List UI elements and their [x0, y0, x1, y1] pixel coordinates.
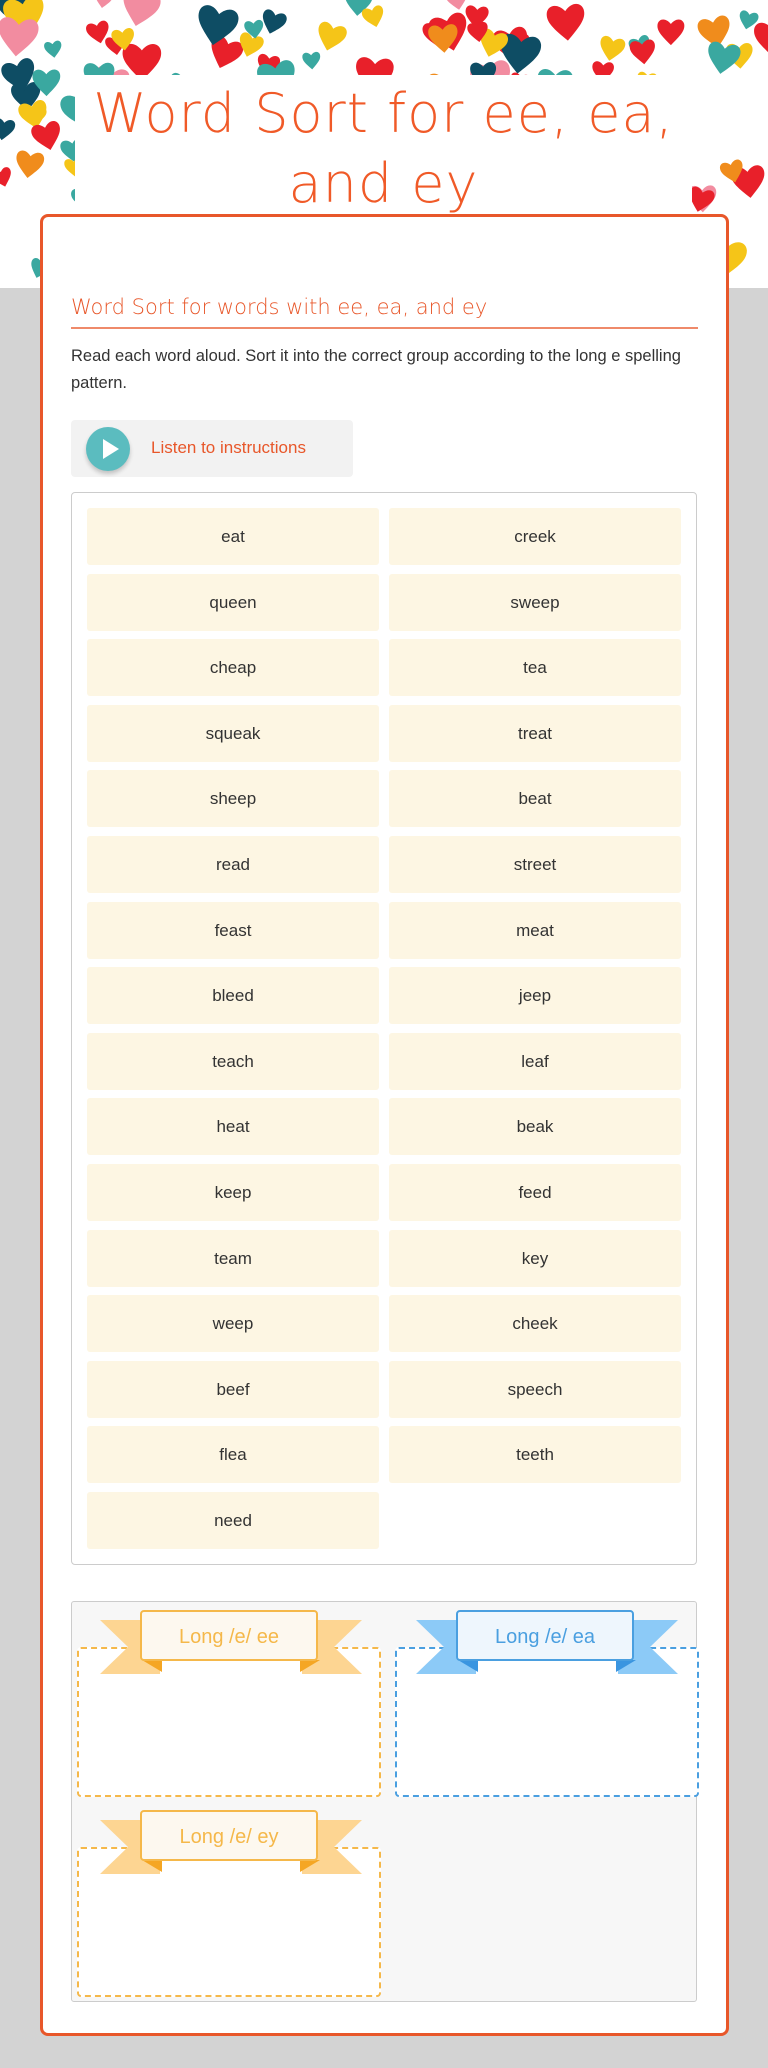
activity-subtitle: Word Sort for words with ee, ea, and ey [71, 295, 698, 329]
heart-icon [211, 35, 243, 69]
word-tile[interactable]: sweep [389, 573, 681, 631]
heart-icon [465, 5, 489, 29]
word-tile[interactable]: feed [389, 1164, 681, 1221]
word-tile[interactable]: cheap [87, 639, 379, 697]
word-tile[interactable]: teeth [389, 1426, 681, 1484]
word-tile[interactable]: jeep [389, 967, 681, 1025]
category-area: Long /e/ ee Long /e/ ea Long /e/ ey [71, 1601, 699, 2002]
heart-icon [467, 21, 488, 42]
word-tile[interactable]: street [389, 836, 681, 893]
heart-icon [111, 27, 134, 51]
word-tile[interactable]: beef [87, 1360, 379, 1418]
heart-icon [739, 10, 759, 30]
word-tile[interactable]: beat [389, 770, 681, 828]
heart-icon [754, 22, 768, 57]
word-tile[interactable]: heat [87, 1098, 379, 1156]
instructions-text: Read each word aloud. Sort it into the c… [71, 347, 681, 392]
word-tile[interactable]: feast [87, 901, 379, 959]
heart-icon [43, 40, 61, 58]
heart-icon [243, 19, 263, 39]
heart-icon [445, 0, 467, 10]
heart-icon [719, 159, 743, 183]
word-tile[interactable]: cheek [389, 1295, 681, 1353]
heart-icon [697, 15, 730, 48]
heart-icon [708, 41, 741, 74]
word-tile[interactable]: creek [389, 508, 681, 565]
heart-icon [657, 19, 685, 46]
heart-icon [302, 51, 321, 70]
word-tile[interactable]: flea [87, 1426, 379, 1484]
heart-icon [500, 33, 542, 74]
word-tile[interactable]: key [389, 1229, 681, 1287]
heart-icon [0, 117, 16, 140]
heart-icon [361, 5, 384, 28]
heart-icon [10, 81, 40, 111]
heart-icon [318, 21, 347, 51]
heart-icon [18, 99, 47, 129]
heart-icon [31, 121, 61, 151]
heart-icon [689, 186, 715, 213]
word-tile[interactable]: queen [87, 573, 379, 631]
category-label: Long /e/ ey [140, 1810, 318, 1861]
heart-icon [16, 151, 44, 179]
heart-icon [470, 61, 497, 87]
word-tile[interactable]: teach [87, 1032, 379, 1090]
word-tile[interactable]: meat [389, 901, 681, 959]
activity-card: Word Sort for words with ee, ea, and ey … [40, 214, 729, 2036]
heart-icon [32, 69, 61, 97]
listen-label: Listen to instructions [151, 438, 306, 457]
word-tile[interactable]: squeak [87, 704, 379, 762]
heart-icon [262, 9, 287, 34]
word-tile[interactable]: beak [389, 1098, 681, 1156]
heart-icon [629, 39, 655, 65]
heart-icon [547, 3, 585, 41]
heart-icon [345, 0, 373, 16]
page-title: Word Sort for ee, ea, and ey [93, 82, 674, 215]
play-icon [86, 427, 130, 471]
title-box: Word Sort for ee, ea, and ey [75, 75, 692, 215]
heart-icon [85, 20, 109, 44]
word-tile[interactable]: sheep [87, 770, 379, 828]
heart-icon [123, 0, 161, 26]
word-tile[interactable]: team [87, 1229, 379, 1287]
heart-icon [198, 4, 239, 45]
category-label: Long /e/ ea [456, 1610, 634, 1661]
heart-icon [0, 167, 11, 187]
word-tile[interactable]: read [87, 836, 379, 893]
heart-icon [1, 58, 35, 92]
word-tile[interactable]: weep [87, 1295, 379, 1353]
heart-icon [0, 16, 39, 57]
word-tile[interactable]: treat [389, 704, 681, 762]
word-tile[interactable]: keep [87, 1164, 379, 1221]
word-tile[interactable]: leaf [389, 1032, 681, 1090]
heart-icon [480, 29, 508, 58]
category-label: Long /e/ ee [140, 1610, 318, 1661]
heart-icon [600, 36, 626, 62]
listen-button[interactable]: Listen to instructions [71, 420, 353, 477]
heart-icon [240, 32, 265, 57]
word-tile[interactable]: tea [389, 639, 681, 697]
word-tile[interactable]: need [87, 1492, 379, 1549]
word-tile[interactable]: bleed [87, 967, 379, 1025]
heart-icon [95, 0, 113, 8]
heart-icon [427, 24, 458, 53]
word-bank: eat creek queen sweep cheap tea squeak treat she… [71, 492, 697, 1565]
word-tile[interactable]: speech [389, 1360, 681, 1418]
heart-icon [122, 43, 161, 81]
word-tile[interactable]: eat [87, 508, 379, 565]
